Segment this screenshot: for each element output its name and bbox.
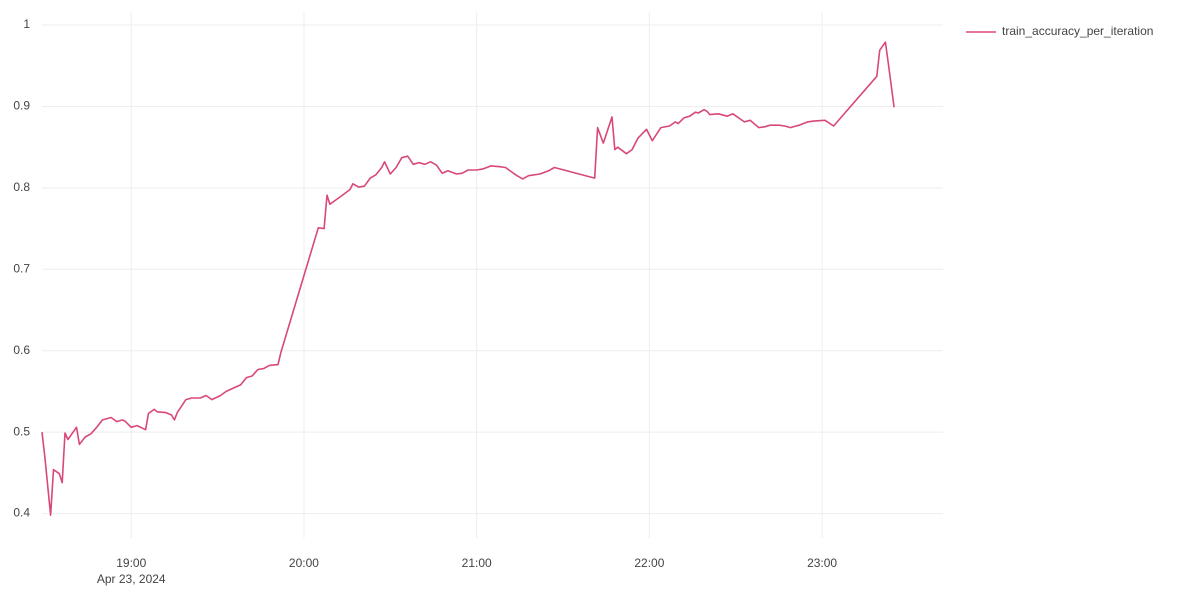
y-tick-label: 0.4 xyxy=(13,506,30,520)
x-date-label: Apr 23, 2024 xyxy=(97,572,166,586)
x-tick-label: 19:00 xyxy=(116,556,146,570)
y-tick-label: 0.9 xyxy=(13,99,30,113)
y-tick-label: 1 xyxy=(23,17,30,31)
y-tick-label: 0.5 xyxy=(13,424,30,438)
y-tick-label: 0.7 xyxy=(13,261,30,275)
legend-label: train_accuracy_per_iteration xyxy=(1002,24,1153,38)
x-tick-label: 23:00 xyxy=(807,556,837,570)
y-tick-label: 0.8 xyxy=(13,180,30,194)
x-tick-label: 22:00 xyxy=(634,556,664,570)
y-tick-label: 0.6 xyxy=(13,343,30,357)
data-line xyxy=(41,41,895,516)
x-tick-label: 21:00 xyxy=(462,556,492,570)
x-tick-label: 20:00 xyxy=(289,556,319,570)
